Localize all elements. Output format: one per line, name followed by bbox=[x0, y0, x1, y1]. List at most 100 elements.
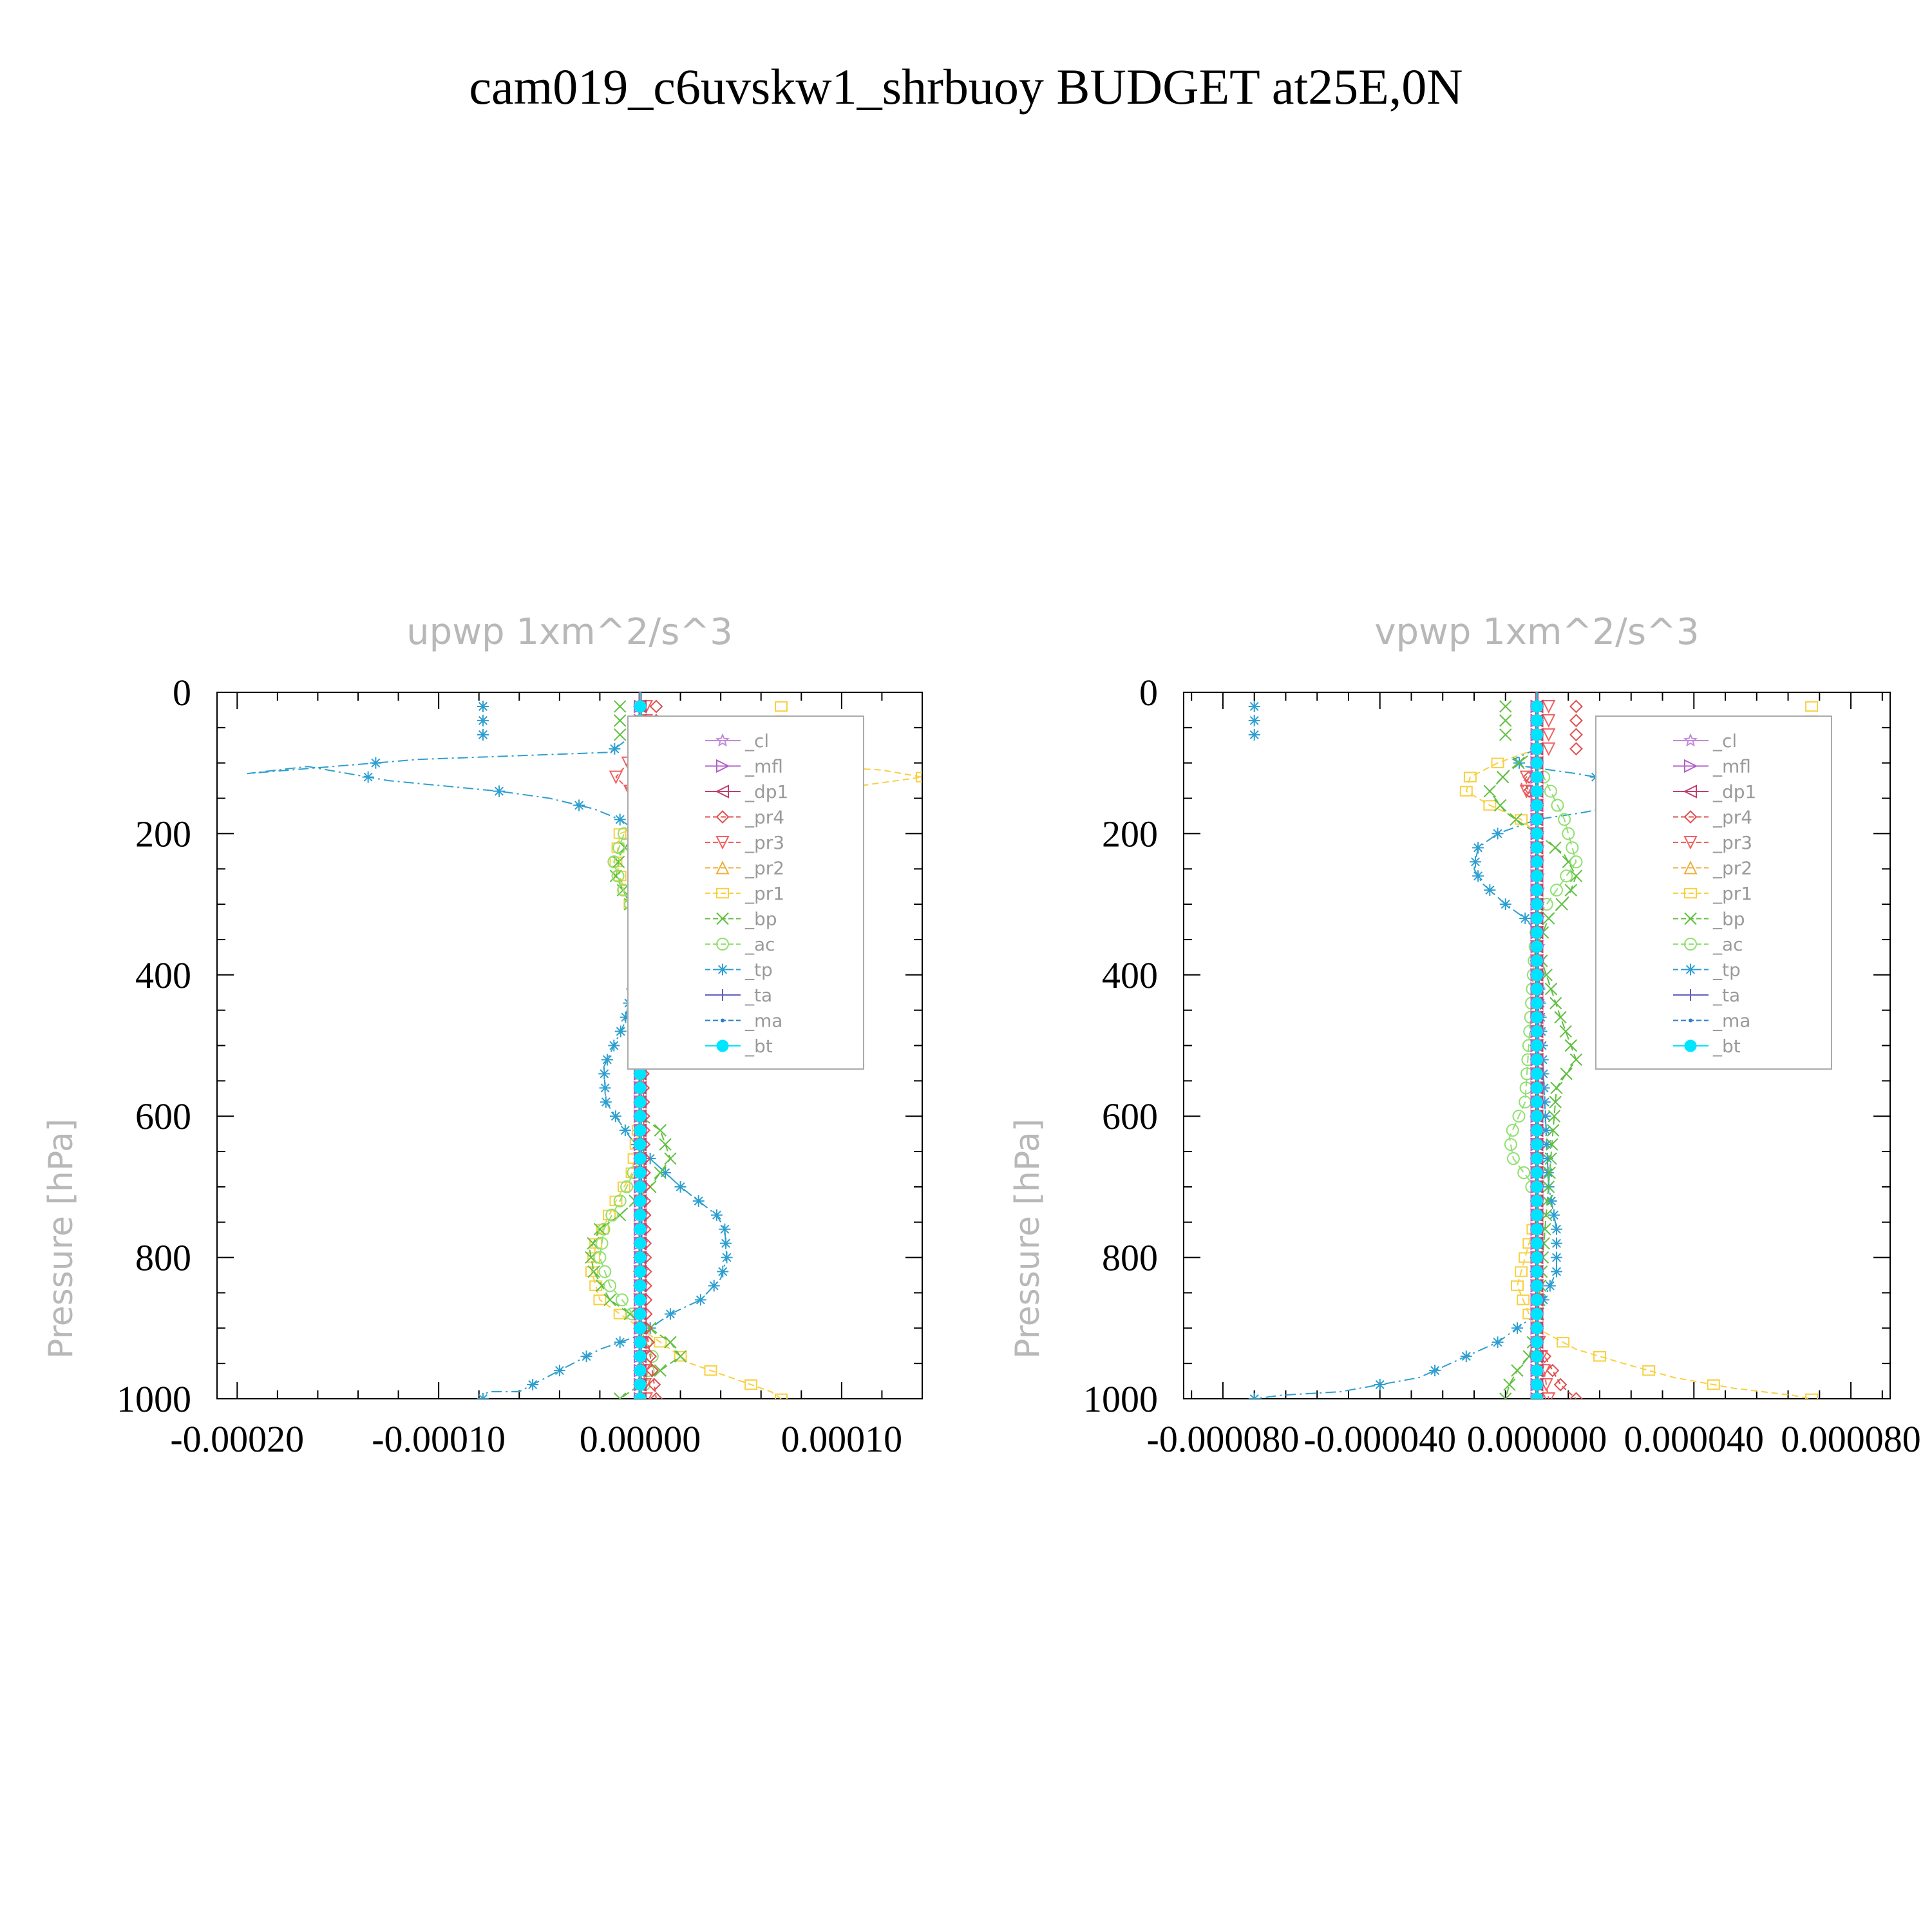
point-bt bbox=[1531, 743, 1543, 755]
point-ac bbox=[1549, 884, 1563, 897]
point-bt bbox=[634, 1336, 647, 1349]
point-pr4 bbox=[1569, 742, 1583, 756]
legend-item-dp1: _dp1 bbox=[1673, 781, 1756, 802]
legend-marker bbox=[1684, 1039, 1697, 1052]
legend-item-pr2: _pr2 bbox=[1673, 858, 1752, 879]
point-pr1 bbox=[1463, 772, 1477, 782]
point-ac bbox=[1566, 841, 1579, 855]
point-bt bbox=[1531, 714, 1543, 727]
point-pr1 bbox=[585, 1266, 598, 1277]
point-bp bbox=[1549, 1095, 1562, 1108]
point-tp bbox=[710, 1209, 723, 1221]
point-tp bbox=[477, 700, 489, 712]
legend-label: _bt bbox=[1712, 1036, 1741, 1057]
point-bp bbox=[654, 1124, 667, 1137]
point-bp bbox=[1499, 714, 1512, 727]
point-tp bbox=[553, 1365, 565, 1377]
point-ac bbox=[615, 1293, 629, 1307]
point-bt bbox=[634, 700, 647, 713]
point-pr1 bbox=[1459, 786, 1473, 797]
series-group bbox=[1248, 692, 1819, 1399]
legend-label: _cl bbox=[1712, 730, 1737, 752]
point-tp bbox=[708, 1280, 720, 1292]
point-bt bbox=[634, 1307, 647, 1320]
legend-item-bt: _bt bbox=[1673, 1036, 1741, 1057]
point-bt bbox=[1531, 1293, 1543, 1306]
point-tp bbox=[694, 1294, 706, 1306]
point-bp bbox=[654, 1364, 667, 1377]
legend-item-pr1: _pr1 bbox=[705, 883, 784, 904]
legend-item-ta: _ta bbox=[1673, 985, 1740, 1006]
legend-marker bbox=[715, 836, 730, 850]
point-pr1 bbox=[1593, 1350, 1607, 1362]
point-bt bbox=[634, 1321, 647, 1334]
point-bp bbox=[1548, 1110, 1561, 1122]
point-ac bbox=[603, 1279, 617, 1293]
point-pr1 bbox=[704, 1365, 717, 1376]
point-pr3 bbox=[1542, 714, 1556, 728]
legend-item-mfl: _mfl bbox=[1673, 756, 1751, 777]
point-bp bbox=[603, 1293, 616, 1307]
point-bt bbox=[1531, 940, 1543, 953]
point-bt bbox=[634, 1237, 647, 1250]
legend-label: _ac bbox=[744, 934, 775, 955]
point-bp bbox=[1560, 1067, 1573, 1081]
point-tp bbox=[1374, 1379, 1386, 1391]
point-bt bbox=[1531, 728, 1543, 741]
legend-marker bbox=[715, 860, 730, 875]
point-bt bbox=[634, 1166, 647, 1179]
point-pr1 bbox=[1805, 1393, 1819, 1399]
point-pr3 bbox=[1519, 784, 1533, 799]
legend-marker bbox=[1685, 963, 1696, 976]
point-pr3 bbox=[1542, 742, 1556, 756]
point-tp bbox=[719, 1237, 732, 1249]
point-bp bbox=[1510, 813, 1522, 826]
point-bt bbox=[634, 1279, 647, 1292]
point-pr1 bbox=[1517, 1294, 1530, 1305]
point-tp bbox=[1248, 700, 1260, 712]
point-bt bbox=[634, 1152, 647, 1165]
legend-item-pr3: _pr3 bbox=[705, 832, 784, 853]
point-bt bbox=[1531, 1307, 1543, 1320]
point-bt bbox=[1531, 700, 1543, 713]
y-tick-label: 0 bbox=[173, 672, 191, 714]
legend-marker bbox=[716, 938, 729, 951]
point-tp bbox=[721, 1251, 733, 1264]
point-ac bbox=[607, 855, 621, 869]
legend-item-bp: _bp bbox=[1673, 909, 1745, 930]
point-bp bbox=[664, 1152, 677, 1165]
point-tp bbox=[370, 757, 382, 769]
point-bp bbox=[1549, 996, 1562, 1010]
point-bp bbox=[1499, 728, 1512, 741]
point-bt bbox=[1531, 869, 1543, 882]
point-tp bbox=[1470, 856, 1482, 868]
point-tp bbox=[1460, 1350, 1472, 1363]
point-tp bbox=[608, 1039, 620, 1052]
point-pr3 bbox=[1519, 770, 1533, 784]
point-tp bbox=[620, 1011, 632, 1023]
point-tp bbox=[362, 771, 374, 783]
point-bt bbox=[634, 1081, 647, 1094]
point-bt bbox=[1531, 969, 1543, 981]
point-pr1 bbox=[1707, 1379, 1720, 1390]
point-tp bbox=[1542, 1166, 1554, 1179]
point-bp bbox=[1542, 912, 1555, 925]
point-tp bbox=[1539, 1110, 1551, 1122]
point-ac bbox=[1551, 799, 1564, 812]
legend-marker bbox=[716, 759, 730, 773]
legend-marker bbox=[717, 963, 728, 976]
point-bp bbox=[609, 869, 623, 882]
point-bp bbox=[1540, 1195, 1554, 1208]
legend-item-cl: _cl bbox=[1673, 730, 1737, 752]
point-bt bbox=[634, 1392, 647, 1399]
point-tp bbox=[659, 1166, 672, 1179]
figure-title: cam019_c6uvskw1_shrbuoy BUDGET at25E,0N bbox=[469, 59, 1463, 115]
legend-item-bp: _bp bbox=[705, 909, 777, 930]
legend-label: _ma bbox=[1712, 1010, 1750, 1032]
point-pr1 bbox=[587, 1252, 601, 1263]
point-pr3 bbox=[1542, 728, 1556, 743]
legend-marker bbox=[715, 733, 730, 747]
point-bt bbox=[1531, 1251, 1543, 1264]
legend-label: _ta bbox=[1712, 985, 1740, 1006]
legend-label: _bt bbox=[744, 1036, 773, 1057]
